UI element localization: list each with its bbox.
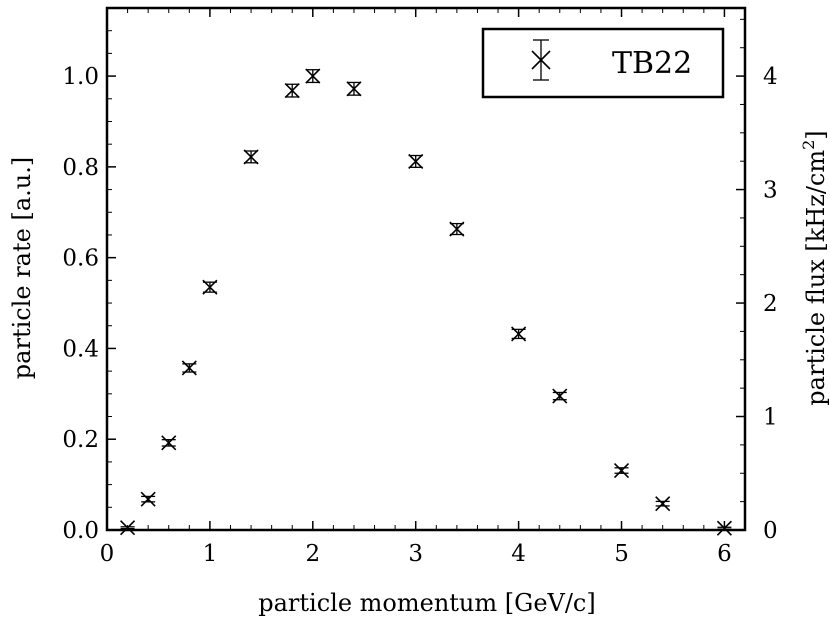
y2-tick-label: 2 <box>763 291 778 317</box>
x-tick-label: 2 <box>305 541 320 567</box>
x-tick-label: 4 <box>511 541 526 567</box>
x-tick-label: 6 <box>717 541 732 567</box>
x-tick-label: 0 <box>100 541 115 567</box>
data-point <box>140 491 156 507</box>
legend-marker <box>531 39 551 81</box>
data-point <box>552 388 568 404</box>
data-point <box>161 435 177 451</box>
plot-frame <box>105 6 747 532</box>
x-tick-label: 5 <box>614 541 629 567</box>
y-tick-label: 0.8 <box>62 155 99 181</box>
data-point <box>120 520 136 536</box>
plot-area: 0 1 2 3 4 5 6 0.0 0.2 0.4 0.6 0.8 1.0 0 1 2 3 4 <box>62 6 778 567</box>
y2-tick-label: 3 <box>763 178 778 204</box>
data-point <box>284 83 300 99</box>
data-point <box>305 68 321 84</box>
y-tick-label: 0.0 <box>62 518 99 544</box>
data-point <box>716 520 732 536</box>
legend-box <box>481 27 725 99</box>
legend: TB22 <box>481 27 725 99</box>
y2-tick-label: 1 <box>763 405 778 431</box>
x-tick-label: 3 <box>408 541 423 567</box>
legend-label: TB22 <box>612 46 692 81</box>
y-tick-label: 0.4 <box>62 336 99 362</box>
y2-axis-title-superscript: 2 <box>799 140 818 150</box>
y2-axis-title: particle flux [kHz/cm2] <box>799 130 830 405</box>
data-point <box>449 221 465 237</box>
data-point <box>243 149 259 165</box>
data-point <box>202 279 218 295</box>
data-point <box>613 462 630 479</box>
data-point <box>346 81 362 97</box>
y2-tick-label: 0 <box>763 518 778 544</box>
data-point <box>181 360 197 376</box>
data-point <box>655 496 671 512</box>
data-point <box>408 153 424 169</box>
y-tick-label: 0.2 <box>62 427 99 453</box>
x-axis-title: particle momentum [GeV/c] <box>258 589 596 617</box>
y2-axis-title-end: ] <box>802 130 830 139</box>
data-point <box>511 326 527 342</box>
y-tick-label: 0.6 <box>62 246 99 272</box>
y2-axis-title-main: particle flux [kHz/cm <box>802 150 830 406</box>
x-tick-label: 1 <box>203 541 218 567</box>
y-tick-label: 1.0 <box>62 64 99 90</box>
y-axis-title: particle rate [a.u.] <box>8 157 36 379</box>
y2-tick-label: 4 <box>763 64 778 90</box>
